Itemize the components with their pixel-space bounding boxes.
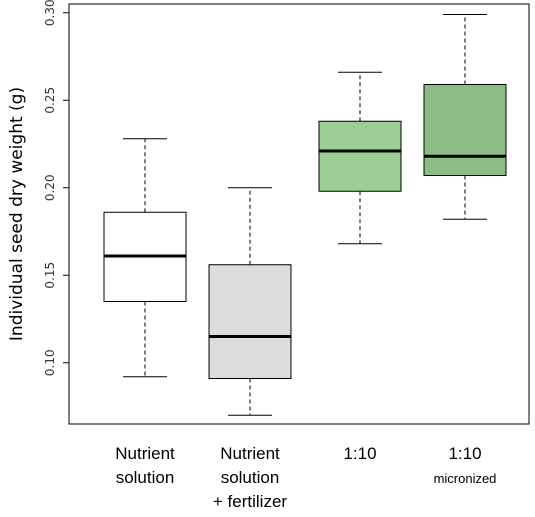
category-label-line: solution [221, 468, 280, 487]
iqr-box [423, 84, 507, 176]
category-label-line: Nutrient [220, 444, 280, 463]
box-group [318, 71, 402, 245]
y-axis-label: Individual seed dry weight (g) [7, 87, 27, 341]
category-label-line: Nutrient [115, 444, 175, 463]
category-label-line: 1:10 [448, 444, 481, 463]
category-label-line: solution [116, 468, 175, 487]
y-tick-label: 0.15 [43, 262, 57, 289]
category-label: Nutrient solution [115, 444, 175, 487]
x-axis-labels: Nutrient solution Nutrient solution + fertil… [115, 444, 496, 511]
y-tick-label: 0.25 [43, 87, 57, 114]
y-tick-label: 0.30 [43, 0, 57, 26]
category-label-line: 1:10 [343, 444, 376, 463]
box-group [208, 187, 292, 416]
iqr-box [318, 120, 402, 192]
y-tick-label: 0.20 [43, 174, 57, 201]
y-axis: 0.10 0.15 0.20 0.25 0.30 [43, 0, 69, 376]
y-tick-label: 0.10 [43, 349, 57, 376]
box-group [423, 14, 507, 220]
category-label: 1:10 micronized [434, 444, 497, 486]
category-label: 1:10 [343, 444, 376, 463]
category-sublabel: micronized [434, 471, 497, 486]
box-group [103, 138, 187, 378]
plot-frame [68, 3, 530, 425]
box-plots [103, 14, 507, 416]
category-label-line: + fertilizer [213, 492, 287, 511]
iqr-box [208, 264, 292, 379]
category-label: Nutrient solution + fertilizer [213, 444, 287, 511]
